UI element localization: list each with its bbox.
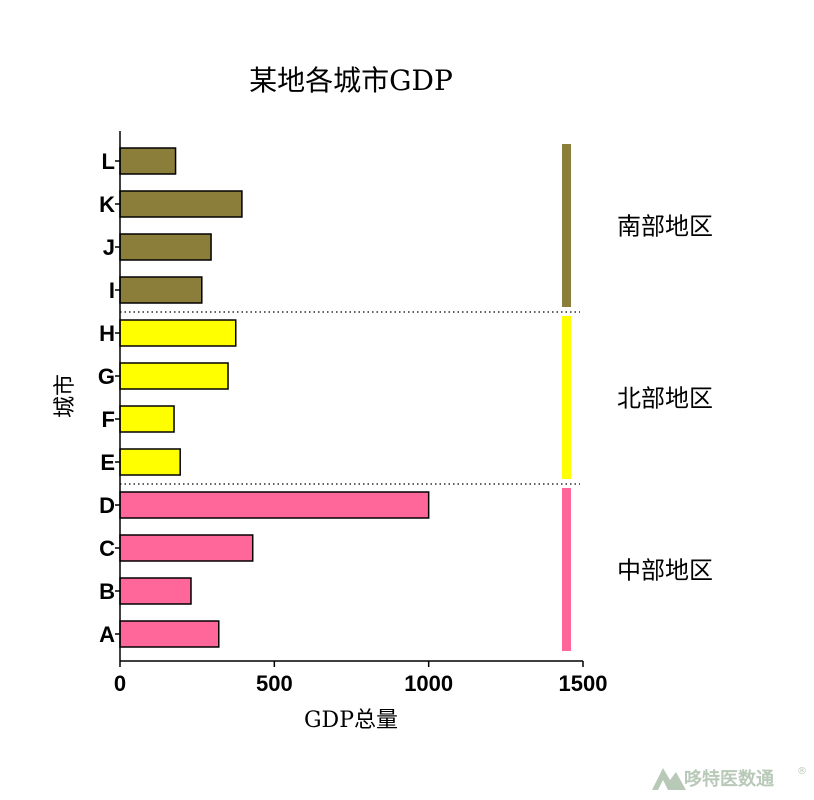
- bar-G: [119, 362, 229, 390]
- bar-C: [119, 534, 254, 562]
- x-tick-label-1500: 1500: [559, 671, 608, 696]
- y-tick-label-E: E: [100, 450, 115, 475]
- y-tick-label-H: H: [99, 321, 115, 346]
- region-indicator-1: [562, 316, 571, 479]
- region-labels: 中部地区 北部地区 南部地区: [617, 213, 713, 585]
- y-tick-label-D: D: [99, 493, 115, 518]
- y-tick-label-K: K: [99, 192, 115, 217]
- region-label-1: 北部地区: [617, 385, 713, 413]
- bar-J: [119, 233, 212, 261]
- bar-I: [119, 276, 203, 304]
- bar-A: [119, 620, 220, 648]
- y-tick-label-B: B: [99, 579, 115, 604]
- y-tick-label-J: J: [103, 235, 115, 260]
- region-indicator-bars: [562, 144, 571, 651]
- region-indicator-0: [562, 488, 571, 651]
- y-tick-label-I: I: [109, 278, 115, 303]
- x-tick-label-1000: 1000: [404, 671, 453, 696]
- watermark: 哆特医数通 ®: [652, 766, 807, 790]
- registered-mark: ®: [797, 766, 807, 777]
- bars-group: [119, 147, 430, 648]
- bar-D: [119, 491, 430, 519]
- bar-H: [119, 319, 237, 347]
- mountain-logo-icon: [652, 768, 686, 790]
- region-label-2: 南部地区: [617, 213, 713, 241]
- y-tick-label-F: F: [102, 407, 115, 432]
- bar-L: [119, 147, 177, 175]
- x-axis-label: GDP总量: [304, 708, 398, 733]
- axes: [119, 131, 583, 662]
- bar-F: [119, 405, 175, 433]
- y-axis-label: 城市: [53, 374, 78, 418]
- y-tick-label-L: L: [102, 149, 115, 174]
- bar-B: [119, 577, 192, 605]
- x-tick-labels: 0 500 1000 1500: [114, 661, 608, 696]
- x-tick-label-500: 500: [256, 671, 293, 696]
- watermark-text: 哆特医数通: [684, 768, 774, 790]
- bar-K: [119, 190, 243, 218]
- y-tick-label-C: C: [99, 536, 115, 561]
- chart-title: 某地各城市GDP: [249, 64, 453, 97]
- bar-E: [119, 448, 181, 476]
- region-separators: [120, 311, 580, 485]
- x-tick-label-0: 0: [114, 671, 126, 696]
- region-label-0: 中部地区: [617, 557, 713, 585]
- y-tick-label-G: G: [98, 364, 115, 389]
- region-indicator-2: [562, 144, 571, 307]
- y-tick-label-A: A: [99, 622, 115, 647]
